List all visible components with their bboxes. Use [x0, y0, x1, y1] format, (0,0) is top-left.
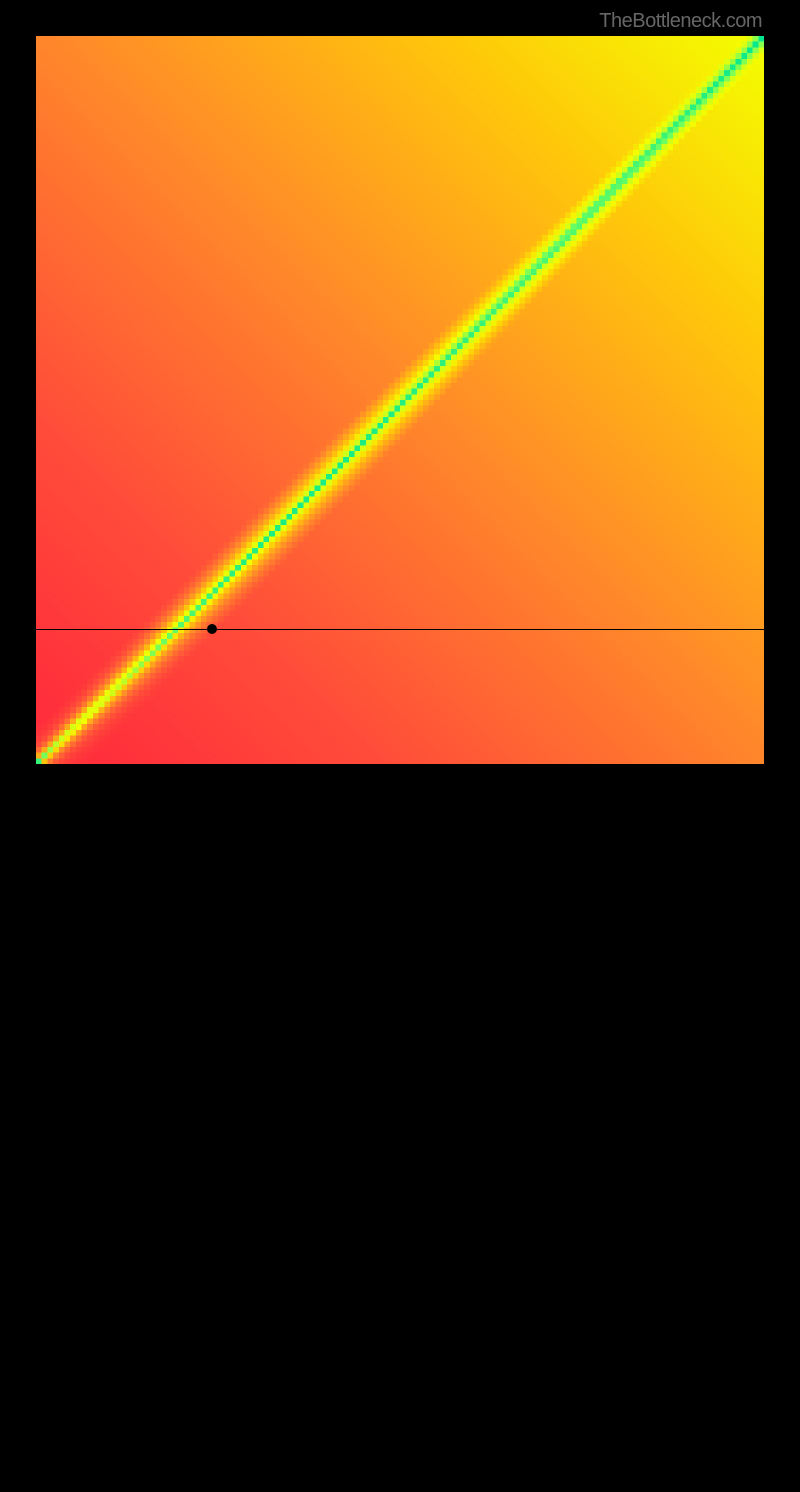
plot-area — [36, 36, 764, 764]
crosshair-horizontal — [36, 629, 764, 630]
chart-container: { "chart": { "type": "heatmap", "waterma… — [0, 0, 800, 800]
crosshair-marker — [207, 624, 217, 634]
watermark-text: TheBottleneck.com — [599, 10, 762, 33]
heatmap-canvas — [36, 36, 764, 764]
crosshair-vertical — [212, 764, 213, 1492]
